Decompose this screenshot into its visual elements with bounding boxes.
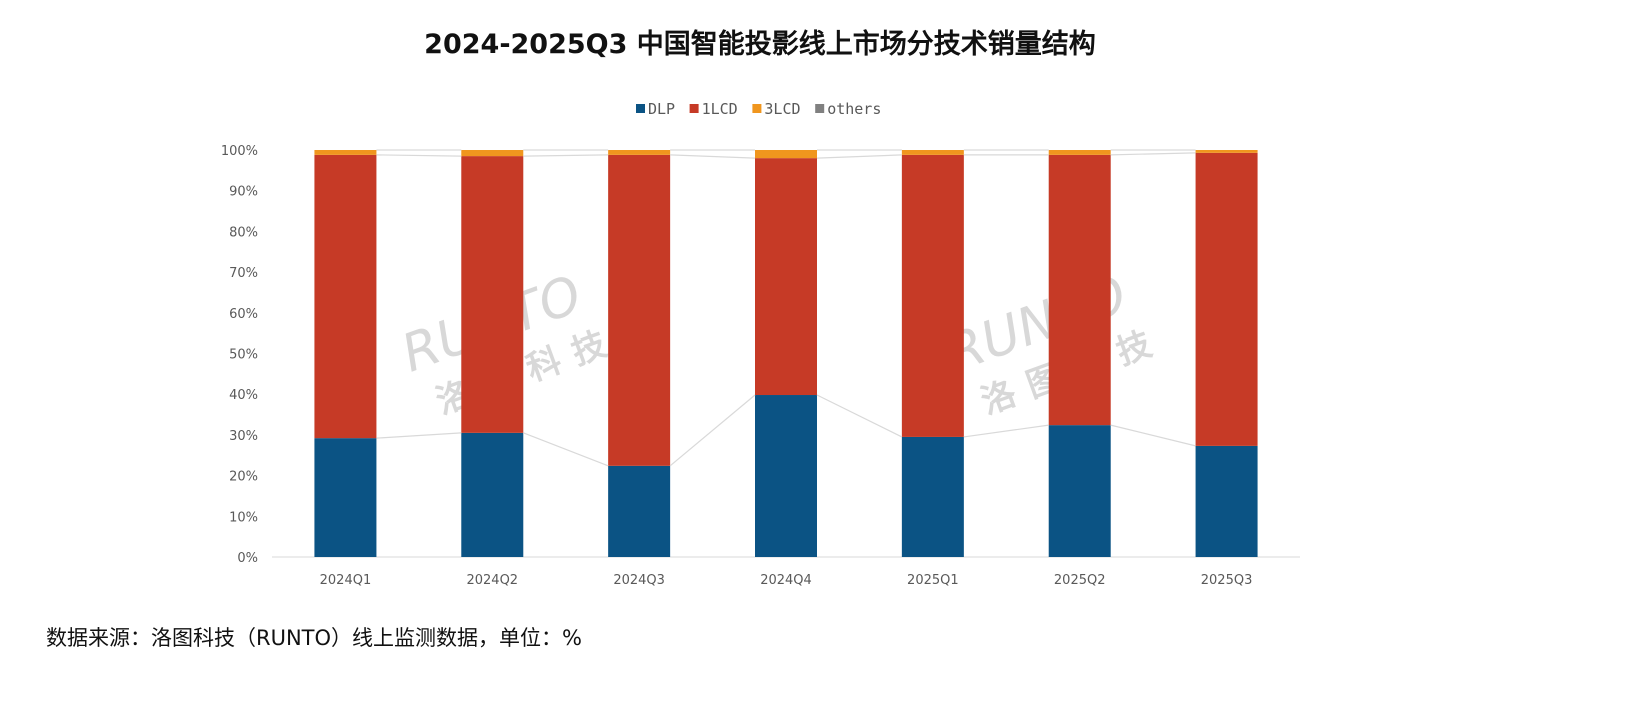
y-tick-label: 40%: [229, 388, 258, 403]
x-tick-label: 2025Q2: [1054, 573, 1106, 588]
bar-3lcd: [1195, 150, 1258, 153]
series-line: [669, 394, 756, 467]
bar-3lcd: [314, 150, 377, 155]
legend-swatch-dlp: [636, 104, 645, 113]
y-tick-label: 60%: [229, 307, 258, 322]
series-line: [963, 424, 1049, 438]
bar-3lcd: [1048, 150, 1111, 155]
bar-dlp: [901, 436, 964, 557]
series-line: [376, 432, 462, 439]
series-line: [816, 154, 902, 159]
bar-3lcd: [461, 150, 524, 157]
bar-1lcd: [461, 156, 524, 433]
legend-label: DLP: [648, 100, 675, 118]
bar-dlp: [1195, 445, 1258, 557]
bar-dlp: [461, 432, 524, 557]
series-line: [523, 432, 609, 467]
bar-dlp: [755, 395, 817, 557]
y-tick-label: 30%: [229, 429, 258, 444]
y-tick-label: 90%: [229, 185, 258, 200]
x-tick-label: 2025Q1: [907, 573, 959, 588]
x-tick-label: 2025Q3: [1201, 573, 1253, 588]
y-tick-label: 0%: [237, 551, 258, 566]
y-tick-label: 100%: [221, 144, 258, 159]
legend-label: others: [827, 100, 881, 118]
x-tick-label: 2024Q1: [320, 573, 372, 588]
series-line: [1110, 424, 1196, 447]
source-note: 数据来源：洛图科技（RUNTO）线上监测数据，单位：%: [46, 626, 582, 650]
series-line: [816, 394, 903, 438]
bar-3lcd: [901, 150, 964, 155]
chart-title: 2024-2025Q3 中国智能投影线上市场分技术销量结构: [424, 29, 1096, 60]
bar-1lcd: [1195, 152, 1258, 446]
x-tick-label: 2024Q4: [760, 573, 812, 588]
y-tick-label: 50%: [229, 348, 258, 363]
legend-swatch-3lcd: [752, 104, 762, 113]
y-tick-label: 80%: [229, 225, 258, 240]
bar-dlp: [608, 465, 671, 557]
series-line: [376, 154, 462, 157]
y-tick-label: 70%: [229, 266, 258, 281]
y-tick-label: 10%: [229, 510, 258, 525]
legend-swatch-others: [815, 104, 825, 113]
bar-1lcd: [755, 158, 817, 396]
legend-label: 1LCD: [702, 100, 738, 118]
series-line: [1110, 152, 1196, 156]
bar-1lcd: [608, 154, 671, 466]
bar-3lcd: [608, 150, 671, 155]
bar-dlp: [1048, 425, 1111, 557]
y-tick-label: 20%: [229, 470, 258, 485]
bar-1lcd: [314, 154, 377, 439]
x-tick-label: 2024Q3: [613, 573, 665, 588]
legend-label: 3LCD: [764, 100, 800, 118]
bar-1lcd: [901, 154, 964, 437]
bar-dlp: [314, 438, 377, 557]
series-line: [670, 154, 756, 159]
bar-3lcd: [755, 150, 817, 159]
legend-swatch-1lcd: [689, 104, 699, 113]
series-line: [523, 154, 609, 157]
bar-1lcd: [1048, 154, 1111, 426]
x-tick-label: 2024Q2: [466, 573, 518, 588]
